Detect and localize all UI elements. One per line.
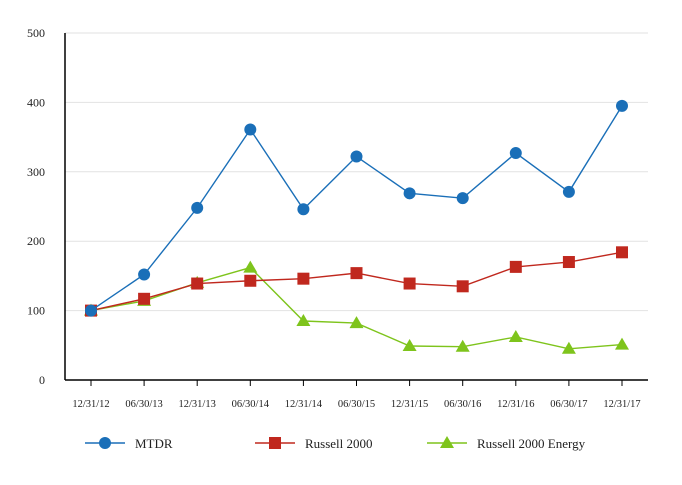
y-tick-label: 400 xyxy=(27,95,45,109)
data-point xyxy=(456,192,469,205)
data-point xyxy=(191,201,204,214)
data-point xyxy=(85,304,97,317)
data-point xyxy=(562,185,575,198)
data-point xyxy=(191,277,204,290)
y-tick-label: 300 xyxy=(27,165,45,179)
x-tick-label: 06/30/15 xyxy=(338,399,375,410)
data-point xyxy=(350,150,363,163)
data-point xyxy=(297,203,310,216)
data-point xyxy=(561,341,576,354)
y-tick-label: 200 xyxy=(27,234,45,248)
x-tick-label: 12/31/13 xyxy=(179,399,216,410)
data-point xyxy=(349,316,364,329)
x-tick-label: 06/30/13 xyxy=(125,399,162,410)
legend-label: Russell 2000 Energy xyxy=(477,436,586,451)
data-point xyxy=(456,280,469,293)
data-point xyxy=(455,339,470,352)
data-point xyxy=(616,246,628,259)
data-point xyxy=(243,260,258,273)
data-point xyxy=(138,292,151,305)
y-tick-label: 100 xyxy=(27,304,45,318)
data-point xyxy=(508,329,523,342)
data-point xyxy=(509,147,522,160)
data-point xyxy=(402,338,417,351)
x-tick-label: 06/30/14 xyxy=(232,399,270,410)
data-point xyxy=(562,256,575,269)
y-tick-label: 0 xyxy=(39,373,45,387)
data-point xyxy=(616,99,628,112)
series-line-russell-2000 xyxy=(90,251,623,312)
x-tick-label: 12/31/12 xyxy=(72,399,109,410)
legend-marker xyxy=(269,437,281,449)
legend-marker xyxy=(99,437,111,449)
legend-marker xyxy=(440,436,454,448)
data-point xyxy=(403,187,416,200)
legend-label: Russell 2000 xyxy=(305,436,373,451)
x-tick-label: 06/30/16 xyxy=(444,399,481,410)
data-point xyxy=(244,123,257,136)
series-line-russell-2000-energy xyxy=(90,266,623,350)
x-tick-label: 06/30/17 xyxy=(550,399,587,410)
series-line-mtdr xyxy=(90,105,623,312)
data-point xyxy=(350,267,363,280)
x-tick-label: 12/31/17 xyxy=(603,399,640,410)
x-tick-label: 12/31/16 xyxy=(497,399,534,410)
data-point xyxy=(296,314,311,327)
legend-label: MTDR xyxy=(135,436,173,451)
x-tick-label: 12/31/14 xyxy=(285,399,323,410)
data-point xyxy=(403,277,416,290)
x-tick-label: 12/31/15 xyxy=(391,399,428,410)
data-point xyxy=(509,260,522,273)
y-tick-label: 500 xyxy=(27,26,45,40)
data-point xyxy=(138,268,151,281)
data-point xyxy=(244,274,257,287)
data-point xyxy=(615,337,629,350)
data-point xyxy=(297,272,310,285)
